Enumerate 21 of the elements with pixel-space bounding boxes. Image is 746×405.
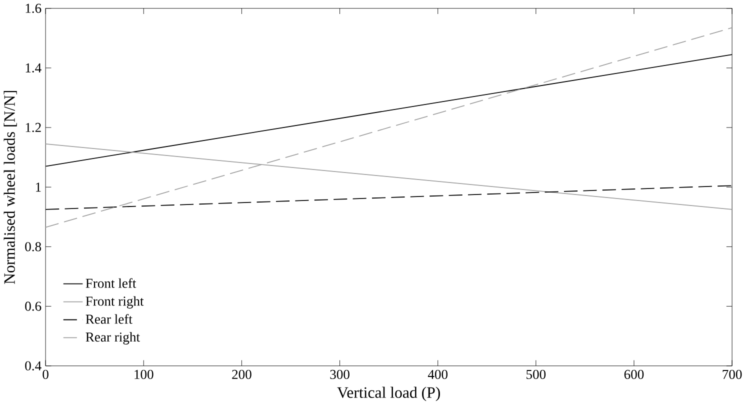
y-tick-label: 1.2 (26, 122, 41, 132)
x-axis-title: Vertical load (P) (337, 386, 440, 402)
y-tick-label: 1 (36, 182, 41, 192)
y-axis-title: Normalised wheel loads [N/N] (4, 91, 17, 284)
x-tick-label: 700 (722, 370, 742, 380)
x-tick-label: 200 (232, 370, 252, 380)
x-tick-label: 400 (428, 370, 448, 380)
x-tick-label: 300 (330, 370, 350, 380)
legend-label: Rear right (86, 332, 140, 345)
legend-label: Rear left (86, 314, 132, 324)
legend-label: Front left (86, 278, 136, 288)
legend-label: Front right (86, 296, 144, 309)
y-tick-label: 1.4 (26, 63, 42, 73)
y-tick-label: 1.6 (26, 4, 42, 13)
x-tick-label: 100 (134, 370, 154, 380)
y-tick-label: 0.6 (25, 302, 42, 311)
x-tick-label: 500 (526, 370, 546, 380)
x-tick-label: 600 (624, 370, 644, 380)
x-tick-label: 0 (42, 370, 48, 380)
y-tick-label: 0.8 (25, 242, 42, 252)
y-tick-label: 0.4 (25, 361, 42, 371)
